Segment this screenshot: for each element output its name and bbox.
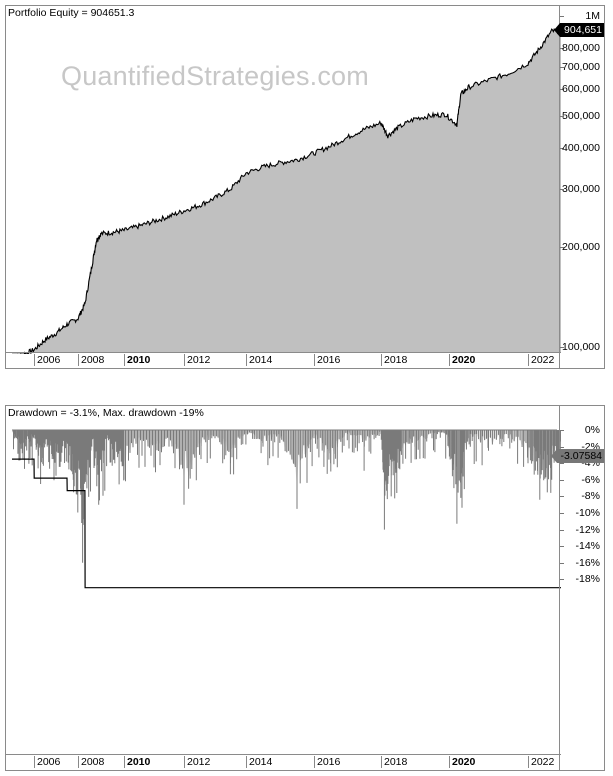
drawdown-y-tick-mark	[560, 496, 564, 498]
equity-x-tick-2010: 2010	[124, 354, 150, 366]
equity-x-tick-2008: 2008	[78, 354, 104, 366]
drawdown-plot-area[interactable]: Drawdown = -3.1%, Max. drawdown -19%	[6, 406, 561, 756]
drawdown-x-tick-2020: 2020	[449, 756, 475, 768]
equity-y-tick-label: 400,000	[562, 141, 600, 154]
equity-y-tick-mark	[560, 115, 564, 117]
drawdown-y-tick-label: -8%	[581, 490, 600, 503]
drawdown-x-tick-2016: 2016	[314, 756, 340, 768]
drawdown-y-tick-label: -10%	[575, 507, 600, 519]
equity-y-tick-label: 800,000	[562, 42, 600, 55]
drawdown-x-tick-2008: 2008	[78, 756, 104, 768]
equity-y-tick-mark	[560, 67, 564, 69]
equity-x-tick-2006: 2006	[34, 354, 60, 366]
drawdown-y-tick-mark	[560, 546, 564, 548]
equity-x-axis: 2006 2008 2010 2012 2014 2016 2018 2020 2022	[6, 352, 561, 368]
drawdown-x-tick-2012: 2012	[184, 756, 210, 768]
drawdown-x-axis: 2006 2008 2010 2012 2014 2016 2018 2020 2022	[6, 754, 561, 770]
equity-plot-area[interactable]: QuantifiedStrategies.com Portfolio Equit…	[6, 6, 561, 354]
drawdown-y-tick-mark	[560, 562, 564, 564]
equity-y-tick-mark	[560, 247, 564, 249]
drawdown-y-tick-mark	[560, 446, 564, 448]
equity-panel: QuantifiedStrategies.com Portfolio Equit…	[5, 5, 605, 369]
equity-y-tick-label: 200,000	[562, 241, 600, 254]
drawdown-curve	[12, 429, 561, 589]
drawdown-y-tick-mark	[560, 463, 564, 465]
equity-y-tick-label: 300,000	[562, 183, 600, 196]
equity-current-value-tag: 904,651	[554, 23, 604, 38]
equity-y-tick-mark	[560, 189, 564, 191]
drawdown-x-tick-2010: 2010	[124, 756, 150, 768]
equity-x-tick-2014: 2014	[246, 354, 272, 366]
drawdown-y-tick-mark	[560, 513, 564, 514]
equity-y-tick-label: 700,000	[562, 61, 600, 74]
drawdown-y-tick-mark	[560, 479, 564, 481]
drawdown-current-value-tag: -3.07584	[550, 448, 604, 463]
equity-y-axis: 1M 800,000 700,000 600,000 500,000 400,000 300…	[559, 6, 604, 368]
equity-x-tick-2020: 2020	[449, 354, 475, 366]
drawdown-panel: Drawdown = -3.1%, Max. drawdown -19% 0% -…	[5, 405, 605, 771]
drawdown-y-tick-label: -14%	[575, 540, 600, 553]
equity-y-tick-mark	[560, 89, 564, 91]
equity-y-tick-mark	[560, 147, 564, 149]
drawdown-x-tick-2018: 2018	[381, 756, 407, 768]
equity-x-tick-2012: 2012	[184, 354, 210, 366]
drawdown-y-tick-label: -16%	[575, 556, 600, 569]
equity-x-tick-2022: 2022	[528, 354, 554, 366]
drawdown-y-tick-label: -18%	[575, 573, 600, 586]
drawdown-x-tick-2006: 2006	[34, 756, 60, 768]
drawdown-y-tick-mark	[560, 579, 564, 581]
watermark: QuantifiedStrategies.com	[61, 61, 369, 91]
equity-curve	[12, 26, 561, 354]
drawdown-y-tick-label: -12%	[575, 523, 600, 536]
drawdown-y-tick-label: -6%	[581, 473, 600, 486]
drawdown-x-tick-2022: 2022	[528, 756, 554, 768]
drawdown-y-tick-mark	[560, 529, 564, 531]
drawdown-y-axis: 0% -2% -4% -6% -8% -10% -12% -14% -16% -18%	[559, 406, 604, 770]
equity-y-tick-label: 1M	[585, 10, 600, 22]
equity-y-tick-mark	[560, 347, 564, 348]
equity-y-tick-mark	[560, 16, 564, 17]
equity-y-tick-label: 500,000	[562, 109, 600, 122]
equity-y-tick-label: 100,000	[562, 341, 600, 353]
drawdown-title: Drawdown = -3.1%, Max. drawdown -19%	[8, 407, 204, 419]
equity-x-tick-2018: 2018	[381, 354, 407, 366]
drawdown-y-tick-label: 0%	[584, 424, 600, 436]
drawdown-x-tick-2014: 2014	[246, 756, 272, 768]
equity-x-tick-2016: 2016	[314, 354, 340, 366]
drawdown-y-tick-mark	[560, 430, 564, 431]
equity-y-tick-mark	[560, 48, 564, 50]
equity-y-tick-label: 600,000	[562, 83, 600, 96]
equity-title: Portfolio Equity = 904651.3	[8, 7, 135, 19]
